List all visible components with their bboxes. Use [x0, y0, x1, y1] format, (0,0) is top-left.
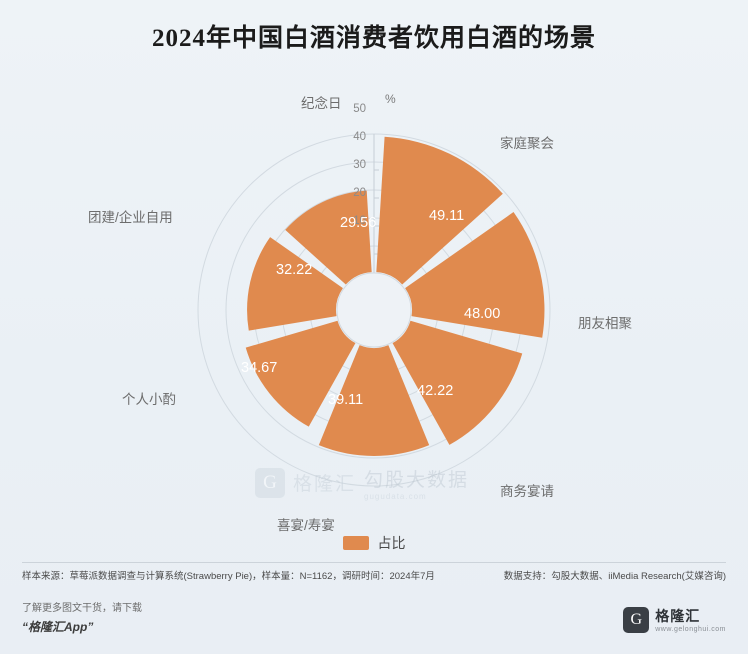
promo-block: 了解更多图文干货，请下载 “格隆汇App” — [22, 600, 142, 637]
category-label-朋友相聚: 朋友相聚 — [578, 316, 632, 331]
category-label-家庭聚会: 家庭聚会 — [500, 136, 554, 151]
radial-tick-50: 50 — [353, 103, 366, 115]
petal-家庭聚会 — [376, 136, 503, 285]
footer-source: 样本来源：草莓派数据调查与计算系统(Strawberry Pie)，样本量：N=… — [22, 571, 435, 582]
petal-纪念日 — [285, 190, 372, 285]
rose-chart: % 50 40 30 20 10 纪念日 家庭聚会 朋友相聚 商务宴请 喜宴/寿… — [0, 70, 748, 540]
petals — [245, 136, 545, 456]
value-label-个人小酌: 34.67 — [241, 360, 278, 376]
brand-url: www.gelonghui.com — [655, 626, 726, 633]
axis-unit-label: % — [385, 92, 396, 106]
footer-divider — [22, 562, 726, 563]
value-label-团建企业自用: 32.22 — [276, 262, 313, 278]
category-label-商务宴请: 商务宴请 — [500, 484, 554, 499]
radial-tick-30: 30 — [353, 159, 366, 171]
category-label-纪念日: 纪念日 — [301, 96, 342, 111]
brand-block: G 格隆汇 www.gelonghui.com — [623, 606, 726, 633]
footer-support: 数据支持：勾股大数据、iiMedia Research(艾媒咨询) — [503, 571, 726, 582]
petal-喜宴/寿宴 — [318, 345, 430, 456]
legend-swatch-icon — [342, 536, 369, 550]
page-title: 2024年中国白酒消费者饮用白酒的场景 — [151, 25, 596, 52]
value-label-喜宴寿宴: 39.11 — [328, 392, 364, 408]
petal-朋友相聚 — [405, 212, 545, 338]
footer: 样本来源：草莓派数据调查与计算系统(Strawberry Pie)，样本量：N=… — [22, 570, 726, 584]
value-label-家庭聚会: 49.11 — [429, 208, 465, 224]
radial-tick-10: 10 — [353, 215, 366, 227]
chart-center-hole — [336, 272, 412, 348]
brand-name: 格隆汇 — [655, 608, 701, 624]
legend-label: 占比 — [377, 535, 406, 551]
value-label-商务宴请: 42.22 — [417, 383, 454, 399]
petal-商务宴请 — [392, 320, 523, 445]
radial-tick-40: 40 — [353, 131, 366, 143]
radial-tick-20: 20 — [353, 187, 366, 199]
petal-个人小酌 — [245, 320, 356, 427]
brand-logo-icon: G — [623, 606, 650, 633]
rose-chart-svg — [197, 133, 551, 487]
promo-line-2: “格隆汇App” — [22, 620, 94, 634]
promo-line-1: 了解更多图文干货，请下载 — [22, 603, 142, 614]
category-label-团建企业自用: 团建/企业自用 — [88, 210, 173, 225]
chart-legend: 占比 — [0, 533, 748, 553]
value-label-朋友相聚: 48.00 — [464, 306, 501, 322]
category-label-喜宴寿宴: 喜宴/寿宴 — [277, 518, 335, 533]
value-label-纪念日: 29.56 — [340, 215, 377, 231]
petal-团建/企业自用 — [247, 237, 343, 331]
category-label-个人小酌: 个人小酌 — [122, 392, 176, 407]
